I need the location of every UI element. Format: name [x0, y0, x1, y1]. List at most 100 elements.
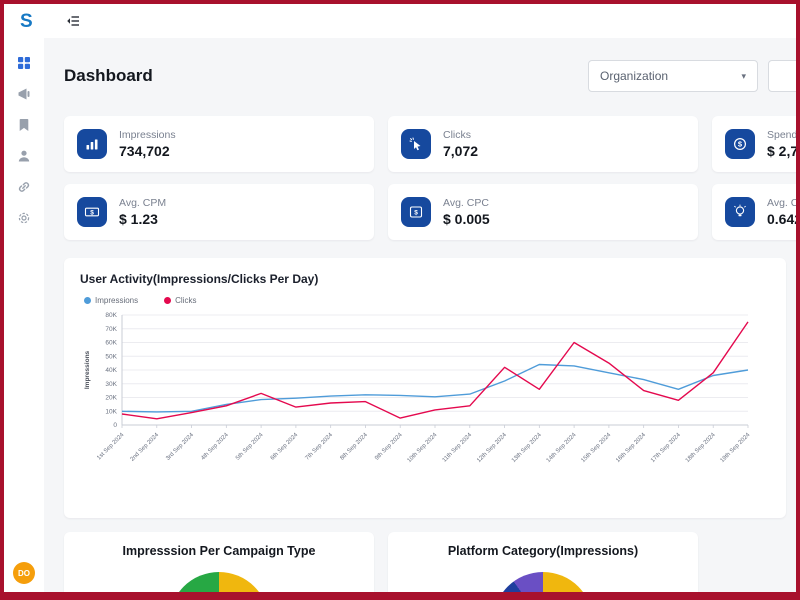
svg-text:15th Sep 2024: 15th Sep 2024	[580, 432, 612, 464]
bottom-charts-row: Impresssion Per Campaign Type Platform C…	[64, 532, 776, 592]
kpi-card-avg-ctr: Avg. CT 0.642	[712, 184, 796, 240]
platform-category-pie-card: Platform Category(Impressions)	[388, 532, 698, 592]
user-activity-card: User Activity(Impressions/Clicks Per Day…	[64, 258, 786, 518]
platform-category-pie-chart	[493, 572, 593, 592]
sidebar-item-audiences[interactable]	[11, 145, 37, 167]
kpi-card-avg-cpc: $ Avg. CPC $ 0.005	[388, 184, 698, 240]
kpi-card-clicks: Clicks 7,072	[388, 116, 698, 172]
svg-text:17th Sep 2024: 17th Sep 2024	[650, 432, 682, 464]
svg-text:12th Sep 2024: 12th Sep 2024	[476, 432, 508, 464]
svg-text:7th Sep 2024: 7th Sep 2024	[305, 432, 335, 462]
legend-label: Clicks	[175, 296, 196, 305]
svg-text:2nd Sep 2024: 2nd Sep 2024	[130, 432, 161, 463]
pie-chart-title: Platform Category(Impressions)	[388, 544, 698, 558]
topbar: S	[4, 4, 796, 38]
svg-text:30K: 30K	[105, 381, 117, 388]
svg-text:10th Sep 2024: 10th Sep 2024	[407, 432, 439, 464]
sidebar-item-bookmarks[interactable]	[11, 114, 37, 136]
svg-text:80K: 80K	[105, 312, 117, 319]
kpi-label: Avg. CT	[767, 197, 796, 209]
user-activity-line-chart: 0 10K 20K 30K 40K 50K 60K 70K 80K 1st Sep 20242nd…	[80, 307, 770, 485]
ctr-bulb-icon	[725, 197, 755, 227]
svg-text:9th Sep 2024: 9th Sep 2024	[374, 432, 404, 462]
svg-text:$: $	[414, 210, 418, 217]
sidebar-collapse-icon	[65, 13, 81, 29]
organization-select-value: Organization	[600, 69, 668, 83]
svg-text:50K: 50K	[105, 353, 117, 360]
campaign-type-pie-chart	[169, 572, 269, 592]
kpi-card-spends: $ Spends $ 2,79	[712, 116, 796, 172]
kpi-label: Spends	[767, 129, 796, 141]
impressions-chart-icon	[77, 129, 107, 159]
kpi-card-impressions: Impressions 734,702	[64, 116, 374, 172]
clicks-cursor-icon	[401, 129, 431, 159]
kpi-label: Impressions	[119, 129, 176, 141]
kpi-grid: Impressions 734,702 Click	[64, 116, 776, 240]
app-window: S	[4, 4, 796, 592]
svg-text:11th Sep 2024: 11th Sep 2024	[442, 432, 474, 464]
sidebar: DO	[4, 38, 44, 592]
kpi-card-avg-cpm: $ Avg. CPM $ 1.23	[64, 184, 374, 240]
svg-text:3rd Sep 2024: 3rd Sep 2024	[165, 432, 195, 462]
sidebar-toggle-button[interactable]	[63, 11, 83, 31]
users-icon	[16, 148, 32, 164]
pie-chart-title: Impresssion Per Campaign Type	[64, 544, 374, 558]
sidebar-item-links[interactable]	[11, 176, 37, 198]
megaphone-icon	[16, 86, 32, 102]
bookmark-icon	[16, 117, 32, 133]
organization-select[interactable]: Organization ▾	[588, 60, 758, 92]
kpi-label: Clicks	[443, 129, 478, 141]
brand-logo[interactable]: S	[20, 12, 33, 31]
kpi-label: Avg. CPC	[443, 197, 490, 209]
legend-item-impressions[interactable]: Impressions	[84, 296, 138, 305]
svg-text:20K: 20K	[105, 395, 117, 402]
body-row: DO Dashboard Organization ▾	[4, 38, 796, 592]
gear-icon	[16, 210, 32, 226]
dashboard-grid-icon	[16, 55, 32, 71]
header-actions: Organization ▾	[588, 60, 776, 92]
user-avatar[interactable]: DO	[13, 562, 35, 584]
kpi-value: $ 0.005	[443, 211, 490, 227]
svg-text:60K: 60K	[105, 340, 117, 347]
link-icon	[16, 179, 32, 195]
kpi-value: 734,702	[119, 143, 176, 159]
svg-text:$: $	[90, 209, 94, 216]
sidebar-item-settings[interactable]	[11, 207, 37, 229]
chart-legend: Impressions Clicks	[84, 296, 770, 305]
svg-text:8th Sep 2024: 8th Sep 2024	[339, 432, 369, 462]
kpi-value: 0.642	[767, 211, 796, 227]
svg-text:10K: 10K	[105, 408, 117, 415]
kpi-value: 7,072	[443, 143, 478, 159]
svg-text:Impressions: Impressions	[84, 350, 91, 389]
legend-dot-clicks	[164, 297, 171, 304]
sidebar-item-campaigns[interactable]	[11, 83, 37, 105]
campaign-type-pie-card: Impresssion Per Campaign Type	[64, 532, 374, 592]
legend-dot-impressions	[84, 297, 91, 304]
kpi-value: $ 2,79	[767, 143, 796, 159]
svg-text:4th Sep 2024: 4th Sep 2024	[200, 432, 230, 462]
legend-item-clicks[interactable]: Clicks	[164, 296, 196, 305]
svg-text:19th Sep 2024: 19th Sep 2024	[720, 432, 752, 464]
page-title: Dashboard	[64, 66, 153, 86]
kpi-label: Avg. CPM	[119, 197, 166, 209]
svg-text:18th Sep 2024: 18th Sep 2024	[685, 432, 717, 464]
svg-text:1st Sep 2024: 1st Sep 2024	[96, 432, 126, 462]
svg-text:0: 0	[113, 422, 117, 429]
page-header: Dashboard Organization ▾	[64, 54, 776, 98]
svg-text:5th Sep 2024: 5th Sep 2024	[235, 432, 265, 462]
svg-text:40K: 40K	[105, 367, 117, 374]
legend-label: Impressions	[95, 296, 138, 305]
kpi-value: $ 1.23	[119, 211, 166, 227]
chart-title: User Activity(Impressions/Clicks Per Day…	[80, 272, 770, 286]
spends-dollar-icon: $	[725, 129, 755, 159]
svg-text:$: $	[738, 140, 743, 149]
svg-text:14th Sep 2024: 14th Sep 2024	[546, 432, 578, 464]
chevron-down-icon: ▾	[741, 71, 746, 82]
cpc-dollar-icon: $	[401, 197, 431, 227]
main-content: Dashboard Organization ▾	[44, 38, 796, 592]
svg-text:70K: 70K	[105, 326, 117, 333]
clipped-action-button[interactable]	[768, 60, 796, 92]
svg-text:16th Sep 2024: 16th Sep 2024	[615, 432, 647, 464]
svg-text:13th Sep 2024: 13th Sep 2024	[511, 432, 543, 464]
sidebar-item-dashboard[interactable]	[11, 52, 37, 74]
